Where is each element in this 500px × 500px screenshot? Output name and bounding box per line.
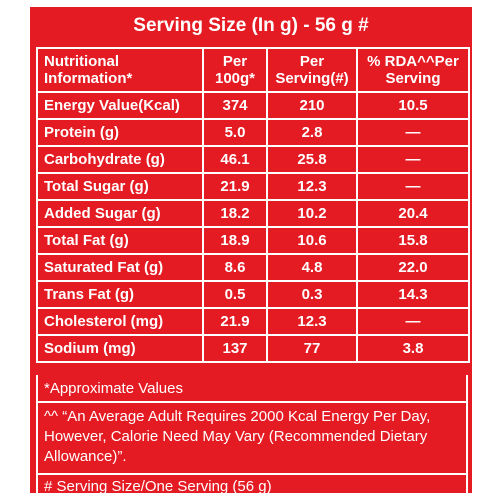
cell-per-100g: 374 bbox=[202, 91, 268, 120]
cell-rda: — bbox=[356, 172, 470, 201]
table-row: Sodium (mg) 137 77 3.8 bbox=[36, 334, 470, 363]
cell-per-100g: 18.2 bbox=[202, 199, 268, 228]
table-row: Carbohydrate (g) 46.1 25.8 — bbox=[36, 145, 470, 174]
cell-per-100g: 0.5 bbox=[202, 280, 268, 309]
row-label: Total Fat (g) bbox=[36, 226, 204, 255]
row-label: Saturated Fat (g) bbox=[36, 253, 204, 282]
cell-rda: 3.8 bbox=[356, 334, 470, 363]
cell-per-100g: 5.0 bbox=[202, 118, 268, 147]
header-rda-per-serving: % RDA^^Per Serving bbox=[356, 47, 470, 93]
cell-per-serving: 12.3 bbox=[266, 307, 358, 336]
cell-per-serving: 0.3 bbox=[266, 280, 358, 309]
cell-per-100g: 21.9 bbox=[202, 172, 268, 201]
footnote-approximate-values: *Approximate Values bbox=[36, 375, 468, 403]
row-label: Sodium (mg) bbox=[36, 334, 204, 363]
row-label: Carbohydrate (g) bbox=[36, 145, 204, 174]
header-per-serving: Per Serving(#) bbox=[266, 47, 358, 93]
cell-rda: 20.4 bbox=[356, 199, 470, 228]
cell-per-100g: 8.6 bbox=[202, 253, 268, 282]
table-row: Total Fat (g) 18.9 10.6 15.8 bbox=[36, 226, 470, 255]
cell-rda: — bbox=[356, 118, 470, 147]
nutrition-table: Nutritional Information* Per 100g* Per S… bbox=[36, 47, 470, 363]
cell-rda: — bbox=[356, 145, 470, 174]
cell-per-serving: 77 bbox=[266, 334, 358, 363]
cell-per-100g: 137 bbox=[202, 334, 268, 363]
table-row: Protein (g) 5.0 2.8 — bbox=[36, 118, 470, 147]
cell-per-serving: 12.3 bbox=[266, 172, 358, 201]
table-row: Trans Fat (g) 0.5 0.3 14.3 bbox=[36, 280, 470, 309]
header-per-100g: Per 100g* bbox=[202, 47, 268, 93]
table-row: Saturated Fat (g) 8.6 4.8 22.0 bbox=[36, 253, 470, 282]
header-nutritional-information: Nutritional Information* bbox=[36, 47, 204, 93]
row-label: Total Sugar (g) bbox=[36, 172, 204, 201]
cell-per-serving: 25.8 bbox=[266, 145, 358, 174]
cell-per-serving: 4.8 bbox=[266, 253, 358, 282]
cell-per-100g: 46.1 bbox=[202, 145, 268, 174]
nutrition-facts-panel: Serving Size (In g) - 56 g # Nutritional… bbox=[28, 5, 474, 495]
table-header-row: Nutritional Information* Per 100g* Per S… bbox=[36, 47, 470, 93]
cell-per-serving: 2.8 bbox=[266, 118, 358, 147]
cell-per-serving: 210 bbox=[266, 91, 358, 120]
footnote-rda: ^^ “An Average Adult Requires 2000 Kcal … bbox=[36, 403, 468, 475]
cell-rda: — bbox=[356, 307, 470, 336]
table-row: Energy Value(Kcal) 374 210 10.5 bbox=[36, 91, 470, 120]
cell-per-serving: 10.6 bbox=[266, 226, 358, 255]
table-row: Cholesterol (mg) 21.9 12.3 — bbox=[36, 307, 470, 336]
cell-per-100g: 18.9 bbox=[202, 226, 268, 255]
row-label: Added Sugar (g) bbox=[36, 199, 204, 228]
footnote-serving-size: # Serving Size/One Serving (56 g) bbox=[36, 475, 468, 495]
cell-per-100g: 21.9 bbox=[202, 307, 268, 336]
cell-rda: 15.8 bbox=[356, 226, 470, 255]
table-row: Added Sugar (g) 18.2 10.2 20.4 bbox=[36, 199, 470, 228]
row-label: Energy Value(Kcal) bbox=[36, 91, 204, 120]
row-label: Protein (g) bbox=[36, 118, 204, 147]
cell-rda: 14.3 bbox=[356, 280, 470, 309]
table-row: Total Sugar (g) 21.9 12.3 — bbox=[36, 172, 470, 201]
row-label: Trans Fat (g) bbox=[36, 280, 204, 309]
cell-per-serving: 10.2 bbox=[266, 199, 358, 228]
serving-size-title: Serving Size (In g) - 56 g # bbox=[133, 15, 369, 36]
row-label: Cholesterol (mg) bbox=[36, 307, 204, 336]
cell-rda: 10.5 bbox=[356, 91, 470, 120]
cell-rda: 22.0 bbox=[356, 253, 470, 282]
